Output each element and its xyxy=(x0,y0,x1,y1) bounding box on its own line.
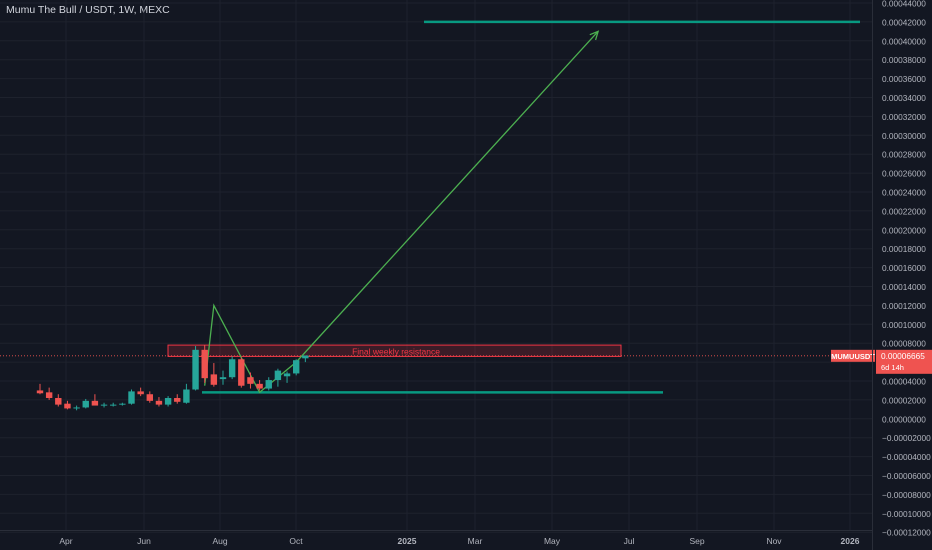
candle-body xyxy=(174,398,181,402)
y-tick-label: −0.00004000 xyxy=(882,452,931,462)
candle-body xyxy=(137,391,144,395)
candle-body xyxy=(110,404,117,406)
time-axis[interactable]: Apr Jun Aug Oct 2025 Mar May Jul Sep Nov 2026 xyxy=(59,536,859,546)
y-tick-label: 0.00010000 xyxy=(882,320,926,330)
candle-body xyxy=(82,400,89,408)
y-tick-label: −0.00012000 xyxy=(882,528,931,538)
countdown: 6d 14h xyxy=(881,363,904,372)
resistance-zone xyxy=(167,344,622,357)
candle-body xyxy=(119,403,126,405)
symbol-text: MUMUUSDT xyxy=(831,352,875,361)
current-price-label: MUMUUSDT 0.00006665 6d 14h xyxy=(831,349,932,374)
y-tick-label: 0.00014000 xyxy=(882,282,926,292)
y-tick-label: 0.00020000 xyxy=(882,225,926,235)
candle-body xyxy=(164,398,172,405)
candle-body xyxy=(274,370,282,381)
y-tick-label: 0.00030000 xyxy=(882,131,926,141)
candle-body xyxy=(183,389,190,403)
candle-body xyxy=(265,380,272,389)
candles xyxy=(36,345,309,411)
candle-body xyxy=(219,377,227,380)
projection-path xyxy=(204,30,599,394)
y-tick-label: 0.00032000 xyxy=(882,112,926,122)
candle-body xyxy=(155,400,163,405)
candle-body xyxy=(146,394,153,401)
y-tick-label: 0.00004000 xyxy=(882,377,926,387)
candle-body xyxy=(238,359,245,386)
candle-body xyxy=(247,377,254,384)
candle-body xyxy=(201,349,208,379)
x-tick-label: Jun xyxy=(137,536,151,546)
y-tick-label: 0.00024000 xyxy=(882,188,926,198)
price-axis[interactable]: 0.00044000 0.00042000 0.00040000 0.00038000… xyxy=(882,0,931,538)
drawings[interactable]: Final weekly resistance xyxy=(0,20,872,394)
arrow-head xyxy=(589,30,600,41)
y-tick-label: 0.00012000 xyxy=(882,301,926,311)
y-tick-label: 0.00040000 xyxy=(882,36,926,46)
x-tick-label: 2025 xyxy=(398,536,417,546)
price-tag xyxy=(876,349,932,374)
y-tick-label: 0.00028000 xyxy=(882,150,926,160)
x-tick-label: Mar xyxy=(468,536,483,546)
y-tick-label: 0.00016000 xyxy=(882,263,926,273)
candle-body xyxy=(293,360,300,374)
candle-body xyxy=(36,390,44,394)
price-value: 0.00006665 xyxy=(881,351,925,361)
y-tick-label: −0.00008000 xyxy=(882,490,931,500)
time-axis-panel[interactable] xyxy=(0,530,872,550)
price-axis-panel[interactable] xyxy=(872,0,932,550)
candle-body xyxy=(302,355,309,359)
y-tick-label: 0.00022000 xyxy=(882,206,926,216)
x-tick-label: Nov xyxy=(766,536,782,546)
candle-body xyxy=(228,359,236,378)
candle-body xyxy=(128,391,135,404)
candle-body xyxy=(64,403,71,409)
y-tick-label: −0.00006000 xyxy=(882,471,931,481)
y-tick-label: 0.00034000 xyxy=(882,93,926,103)
y-tick-label: 0.00026000 xyxy=(882,169,926,179)
candle-body xyxy=(91,400,99,406)
x-tick-label: 2026 xyxy=(841,536,860,546)
x-tick-label: Jul xyxy=(624,536,635,546)
x-tick-label: Apr xyxy=(59,536,72,546)
x-tick-label: Aug xyxy=(212,536,227,546)
candle-body xyxy=(73,407,80,409)
y-tick-label: 0.00018000 xyxy=(882,244,926,254)
y-tick-label: 0.00044000 xyxy=(882,0,926,9)
candle-body xyxy=(192,349,199,390)
candle-body xyxy=(210,374,218,385)
candle-body xyxy=(100,404,108,406)
candle-body xyxy=(55,398,62,405)
y-tick-label: −0.00002000 xyxy=(882,433,931,443)
x-tick-label: Oct xyxy=(289,536,303,546)
x-tick-label: May xyxy=(544,536,561,546)
y-tick-label: 0.00042000 xyxy=(882,17,926,27)
y-tick-label: 0.00000000 xyxy=(882,414,926,424)
y-tick-label: −0.00010000 xyxy=(882,509,931,519)
candle-body xyxy=(256,383,263,389)
candle-body xyxy=(283,373,291,377)
y-tick-label: 0.00038000 xyxy=(882,55,926,65)
grid xyxy=(0,0,872,533)
y-tick-label: 0.00036000 xyxy=(882,74,926,84)
candle-body xyxy=(45,392,53,399)
y-tick-label: 0.00002000 xyxy=(882,395,926,405)
chart-title: Mumu The Bull / USDT, 1W, MEXC xyxy=(6,4,170,16)
symbol-tag xyxy=(831,349,875,362)
x-tick-label: Sep xyxy=(689,536,704,546)
y-tick-label: 0.00008000 xyxy=(882,339,926,349)
resistance-label: Final weekly resistance xyxy=(352,346,440,356)
